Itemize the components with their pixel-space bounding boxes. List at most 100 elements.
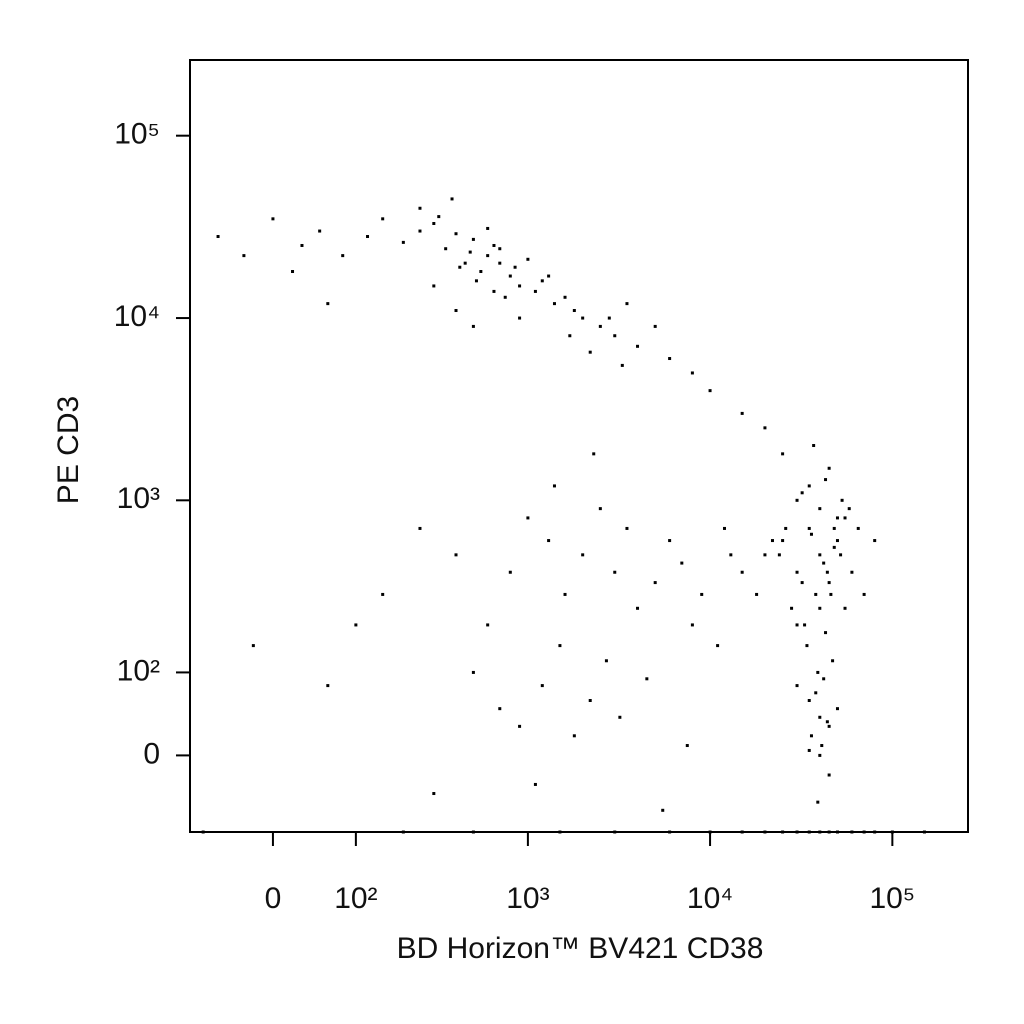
point	[800, 581, 804, 585]
point	[618, 715, 622, 719]
point	[291, 270, 295, 274]
point	[381, 592, 385, 596]
point	[832, 526, 836, 530]
point	[740, 411, 744, 415]
point	[271, 217, 275, 221]
point	[444, 247, 448, 251]
point	[604, 659, 608, 663]
point	[835, 707, 839, 711]
point	[816, 670, 820, 674]
point	[818, 830, 822, 834]
point	[366, 235, 370, 239]
point	[839, 553, 843, 557]
point	[763, 426, 767, 430]
point	[326, 684, 330, 688]
point	[598, 507, 602, 511]
point	[722, 526, 726, 530]
point	[708, 389, 712, 393]
y-axis-label: PE CD3	[52, 396, 85, 504]
point	[645, 677, 649, 681]
point	[513, 265, 517, 269]
point	[518, 284, 522, 288]
x-tick-label: 10³	[506, 882, 549, 915]
point	[498, 261, 502, 265]
y-tick-label: 10⁵	[114, 118, 160, 151]
x-tick-label: 10²	[334, 882, 377, 915]
point	[814, 592, 818, 596]
point	[581, 553, 585, 557]
point	[242, 254, 246, 258]
point	[803, 623, 807, 627]
point	[807, 830, 811, 834]
point	[827, 466, 831, 470]
point	[558, 644, 562, 648]
y-tick-label: 10⁴	[114, 300, 160, 333]
point	[503, 295, 507, 299]
point	[533, 289, 537, 293]
point	[763, 830, 767, 834]
y-tick-label: 0	[143, 737, 160, 770]
point	[526, 516, 530, 520]
point	[831, 659, 835, 663]
point	[598, 324, 602, 328]
point	[795, 684, 799, 688]
point	[822, 677, 826, 681]
point	[832, 545, 836, 549]
point	[820, 744, 824, 748]
point	[827, 773, 831, 777]
point	[755, 592, 759, 596]
point	[547, 274, 551, 278]
y-tick-label: 10²	[117, 654, 160, 687]
point	[437, 215, 441, 219]
point	[471, 830, 475, 834]
point	[805, 644, 809, 648]
point	[540, 684, 544, 688]
point	[653, 581, 657, 585]
point	[418, 526, 422, 530]
point	[581, 316, 585, 320]
point	[572, 309, 576, 313]
point	[847, 507, 851, 511]
point	[862, 830, 866, 834]
point	[818, 507, 822, 511]
point	[463, 261, 467, 265]
point	[824, 478, 828, 482]
point	[763, 553, 767, 557]
point	[381, 217, 385, 221]
point	[625, 302, 629, 306]
plot-frame	[189, 59, 969, 833]
point	[471, 670, 475, 674]
point	[843, 516, 847, 520]
point	[873, 539, 877, 543]
point	[781, 539, 785, 543]
point	[795, 570, 799, 574]
point	[822, 561, 826, 565]
point	[636, 344, 640, 348]
point	[729, 553, 733, 557]
point	[856, 526, 860, 530]
point	[890, 830, 894, 834]
point	[454, 309, 458, 313]
point	[835, 516, 839, 520]
point	[827, 830, 831, 834]
point	[835, 539, 839, 543]
point	[418, 206, 422, 210]
point	[818, 553, 822, 557]
point	[613, 334, 617, 338]
point	[668, 357, 672, 361]
point	[809, 734, 813, 738]
x-axis-label: BD Horizon™ BV421 CD38	[397, 932, 764, 965]
point	[781, 830, 785, 834]
point	[563, 295, 567, 299]
point	[432, 221, 436, 225]
point	[563, 592, 567, 596]
point	[777, 553, 781, 557]
point	[613, 830, 617, 834]
point	[873, 830, 877, 834]
point	[824, 631, 828, 635]
point	[300, 243, 304, 247]
point	[216, 235, 220, 239]
point	[486, 623, 490, 627]
point	[432, 792, 436, 796]
point	[625, 526, 629, 530]
